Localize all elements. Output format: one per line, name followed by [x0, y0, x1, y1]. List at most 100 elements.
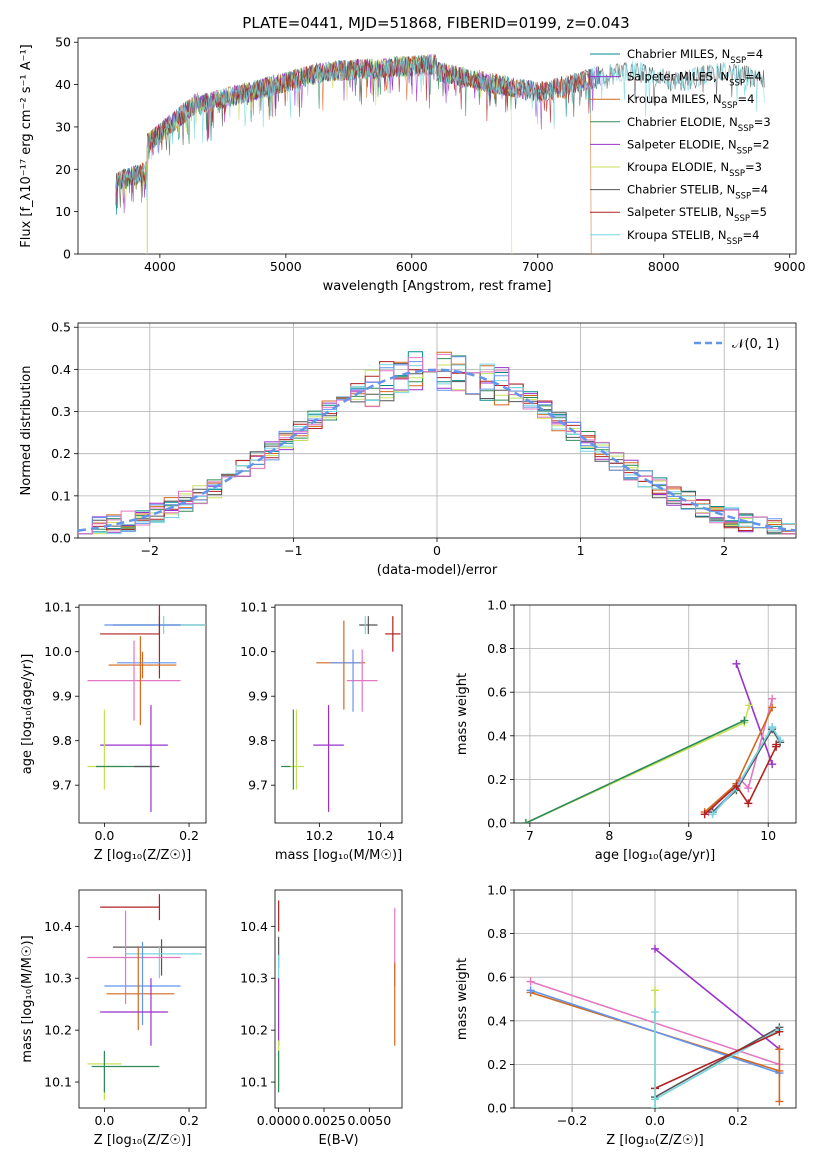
legend-entry: Salpeter STELIB, NSSP=5 [627, 205, 767, 224]
plot-area [115, 54, 765, 254]
y-tick-label: 0 [63, 247, 71, 262]
x-tick-label: 7000 [522, 259, 554, 274]
y-tick-label: 0.0 [487, 1101, 507, 1116]
legend-subscript: SSP [737, 146, 753, 156]
weight-line [525, 719, 745, 823]
legend-suffix: =3 [754, 115, 771, 129]
legend-suffix: =4 [746, 47, 763, 61]
x-axis-label: mass [log₁₀(M/M☉)] [275, 848, 402, 863]
y-tick-label: 0.6 [487, 685, 507, 700]
weight-line [712, 725, 781, 815]
legend-subscript: SSP [722, 101, 738, 111]
spectrum-line [115, 55, 765, 201]
plot-area [281, 616, 401, 812]
x-tick-label: 2 [720, 543, 728, 558]
y-tick-label: 0.1 [51, 488, 71, 503]
y-tick-label: 50 [55, 35, 71, 50]
y-tick-label: 10.2 [240, 1023, 268, 1038]
legend-suffix: =2 [753, 137, 770, 151]
y-tick-label: 0.5 [51, 320, 71, 335]
x-tick-label: 8000 [648, 259, 680, 274]
weight-marker [768, 694, 777, 703]
spectrum-line [115, 54, 513, 254]
spectrum-chart: 4000 5000 6000 7000 8000 9000 0 10 20 30 40 50 wavel… [19, 35, 806, 294]
weight-line [654, 1026, 780, 1098]
y-tick-label: 10.2 [44, 1023, 72, 1038]
y-tick-label: 10.0 [44, 644, 72, 659]
histogram-step [78, 353, 796, 535]
x-axis-label: age [log₁₀(age/yr)] [595, 848, 716, 863]
weight-marker [744, 799, 753, 808]
weight-marker [745, 701, 754, 710]
y-tick-label: 0.4 [487, 1013, 507, 1028]
x-tick-label: 10.4 [367, 828, 395, 843]
y-tick-label: 10.4 [44, 919, 72, 934]
x-tick-label: 0.0 [94, 1113, 114, 1128]
y-tick-label: 0.0 [487, 816, 507, 831]
weight-marker [768, 723, 777, 732]
y-tick-label: 10.1 [44, 600, 72, 615]
y-tick-label: 10.1 [240, 600, 268, 615]
y-tick-label: 0.4 [51, 362, 71, 377]
y-tick-label: 10.1 [240, 1075, 268, 1090]
x-tick-label: −1 [284, 543, 302, 558]
y-axis-label: mass weight [455, 958, 470, 1040]
legend-suffix: =4 [751, 183, 768, 197]
x-axis-label: wavelength [Angstrom, rest frame] [323, 279, 552, 294]
y-tick-label: 9.9 [248, 689, 268, 704]
x-tick-label: 9 [685, 828, 693, 843]
y-tick-label: 10.1 [44, 1075, 72, 1090]
axes-frame [274, 604, 403, 824]
weight-line [735, 663, 773, 765]
y-tick-label: 1.0 [487, 598, 507, 613]
y-tick-label: 0.6 [487, 970, 507, 985]
x-tick-label: 1 [577, 543, 585, 558]
legend-suffix: =3 [745, 160, 762, 174]
weight-marker [526, 977, 535, 986]
weight-marker [526, 986, 535, 995]
weight-marker [740, 716, 749, 725]
x-tick-label: 9000 [774, 259, 806, 274]
y-tick-label: 30 [55, 119, 71, 134]
y-tick-label: 1.0 [487, 883, 507, 898]
y-tick-label: 0.3 [51, 404, 71, 419]
weight-line [708, 698, 773, 813]
legend-subscript: SSP [729, 79, 745, 89]
y-tick-label: 9.7 [248, 778, 268, 793]
axes-frame [78, 604, 207, 824]
x-axis-label: Z [log₁₀(Z/Z☉)] [94, 1133, 191, 1148]
axes-frame [77, 37, 797, 255]
legend-subscript: SSP [729, 169, 745, 179]
plot-area [87, 605, 206, 812]
weight-marker [775, 1027, 784, 1036]
x-tick-label: 0.2 [728, 1113, 748, 1128]
weight-marker [732, 659, 741, 668]
y-tick-label: 10.3 [240, 971, 268, 986]
legend-entry: 𝒩(0, 1) [732, 337, 779, 352]
spectrum-line [115, 55, 601, 254]
y-tick-label: 10.3 [44, 971, 72, 986]
massweight-vs-age-chart: 7 8 9 10 0.0 0.2 0.4 0.6 0.8 1.0 age [log₁₀(age/yr… [455, 598, 797, 863]
y-axis-label: Flux [f_λ10⁻¹⁷ erg cm⁻² s⁻¹ A⁻¹] [19, 44, 34, 248]
y-tick-label: 10.4 [240, 919, 268, 934]
legend-entry: Kroupa MILES, NSSP=4 [627, 92, 754, 111]
x-tick-label: −2 [141, 543, 159, 558]
weight-marker [651, 1008, 659, 1017]
legend-entry: Chabrier ELODIE, NSSP=3 [627, 115, 771, 134]
y-axis-label: mass [log₁₀(M/M☉)] [20, 935, 35, 1062]
legend-suffix: =4 [742, 228, 759, 242]
y-tick-label: 0.8 [487, 641, 507, 656]
legend-entry: Kroupa STELIB, NSSP=4 [627, 228, 759, 247]
legend-entry: Chabrier MILES, NSSP=4 [627, 47, 763, 66]
mass-vs-ebv-chart: 0.0000 0.0025 0.0050 10.1 10.2 10.3 10.4 E(B-V) [240, 889, 403, 1148]
legend-entry: Kroupa ELODIE, NSSP=3 [627, 160, 762, 179]
y-axis-label: mass weight [455, 673, 470, 755]
x-axis-label: Z [log₁₀(Z/Z☉)] [606, 1133, 703, 1148]
y-tick-label: 0.2 [487, 1057, 507, 1072]
x-tick-label: 0.2 [179, 1113, 199, 1128]
x-tick-label: 10 [760, 828, 776, 843]
weight-marker [651, 1104, 659, 1108]
legend-subscript: SSP [738, 124, 754, 134]
weight-marker [768, 703, 777, 712]
